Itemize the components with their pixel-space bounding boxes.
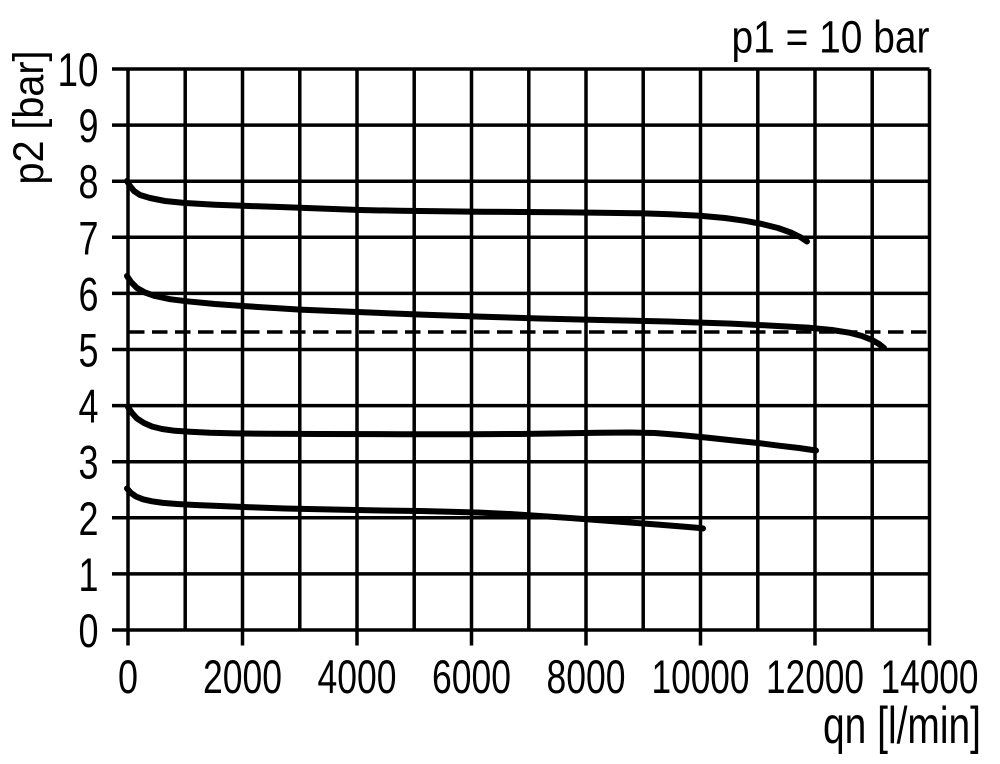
svg-text:0: 0 (79, 604, 99, 657)
svg-text:8: 8 (79, 155, 99, 208)
svg-text:6000: 6000 (432, 650, 511, 703)
svg-text:p2 [bar]: p2 [bar] (5, 51, 53, 185)
svg-text:7: 7 (79, 211, 99, 264)
svg-text:2000: 2000 (203, 650, 282, 703)
svg-text:9: 9 (79, 99, 99, 152)
svg-text:14000: 14000 (881, 650, 979, 703)
svg-text:12000: 12000 (766, 650, 864, 703)
svg-text:10000: 10000 (652, 650, 750, 703)
svg-text:4: 4 (79, 380, 99, 433)
svg-text:2: 2 (79, 492, 99, 545)
svg-text:3: 3 (79, 436, 99, 489)
svg-text:10: 10 (58, 43, 99, 96)
svg-text:8000: 8000 (547, 650, 626, 703)
svg-text:qn [l/min]: qn [l/min] (823, 697, 981, 755)
svg-text:1: 1 (79, 548, 99, 601)
svg-text:p1 = 10 bar: p1 = 10 bar (732, 12, 930, 63)
svg-text:6: 6 (79, 267, 99, 320)
svg-text:0: 0 (118, 650, 138, 703)
svg-text:5: 5 (79, 324, 99, 377)
svg-text:4000: 4000 (318, 650, 397, 703)
